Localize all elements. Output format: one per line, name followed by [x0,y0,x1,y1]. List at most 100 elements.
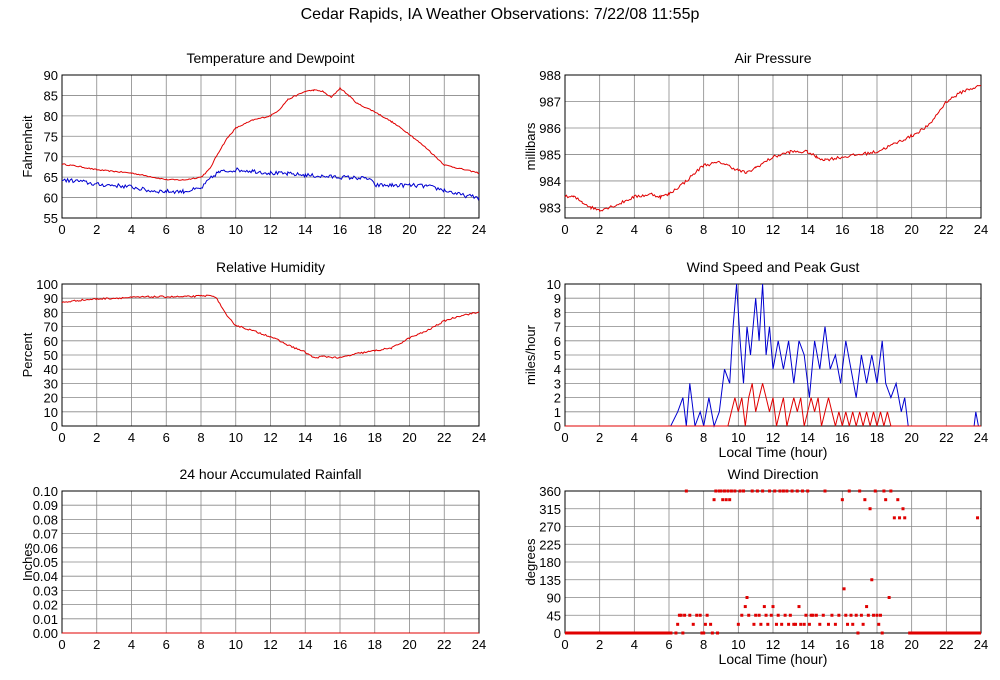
scatter-point [799,622,803,626]
y-tick-label: 70 [44,150,58,165]
scatter-point [884,498,888,502]
scatter-point [755,489,759,493]
x-tick-label: 24 [974,430,988,445]
plot-frame [564,490,982,634]
x-tick-label: 0 [561,637,568,652]
x-tick-label: 14 [298,637,312,652]
y-tick-label: 40 [44,362,58,377]
y-tick-label: 983 [539,200,561,215]
scatter-point [861,622,865,626]
y-tick-label: 0.09 [33,498,58,513]
x-tick-label: 16 [333,222,347,237]
x-tick-label: 14 [800,222,814,237]
y-tick-label: 0.07 [33,527,58,542]
scatter-point [849,613,853,617]
scatter-point [674,631,678,635]
y-tick-label: 4 [554,362,561,377]
scatter-point [804,613,808,617]
y-tick-label: 70 [44,320,58,335]
x-tick-label: 10 [731,637,745,652]
scatter-point [721,498,725,502]
x-tick-label: 4 [128,637,135,652]
y-tick-label: 984 [539,174,561,189]
x-axis-label: Local Time (hour) [719,444,828,460]
x-tick-label: 14 [800,637,814,652]
x-tick-label: 8 [700,637,707,652]
x-tick-label: 12 [263,222,277,237]
chart-rain: 0 2 4 6 8 10 12 14 16 18 20 22 240.000.010.020.030.0… [20,466,486,652]
scatter-point [870,578,874,582]
x-tick-label: 2 [93,222,100,237]
y-tick-label: 985 [539,147,561,162]
x-tick-label: 24 [974,222,988,237]
scatter-point [878,613,882,617]
scatter-point [712,498,716,502]
x-tick-label: 18 [870,430,884,445]
x-tick-label: 22 [939,637,953,652]
scatter-point [787,622,791,626]
scatter-point [858,489,862,493]
x-tick-label: 2 [596,222,603,237]
x-tick-label: 2 [93,637,100,652]
scatter-point [802,622,806,626]
y-tick-label: 20 [44,391,58,406]
scatter-point [728,498,732,502]
chart-pressure: 0 2 4 6 8 10 12 14 16 18 20 22 24983984985986987988A… [523,50,988,237]
scatter-point [726,489,730,493]
x-tick-label: 22 [939,430,953,445]
series-line-1 [61,167,480,201]
scatter-point [681,631,685,635]
scatter-point [676,622,680,626]
x-tick-label: 10 [229,222,243,237]
scatter-point [833,622,837,626]
scatter-point [903,516,907,520]
scatter-point [724,498,728,502]
scatter-point [877,622,881,626]
x-tick-label: 22 [437,637,451,652]
chart-title: Wind Direction [727,466,818,482]
scatter-point [778,489,782,493]
y-tick-label: 270 [539,520,561,535]
scatter-point [679,613,683,617]
y-tick-label: 0.00 [33,626,58,641]
y-tick-label: 315 [539,502,561,517]
x-tick-label: 6 [163,430,170,445]
x-tick-label: 6 [665,637,672,652]
y-tick-label: 0.03 [33,583,58,598]
y-axis-label: miles/hour [523,324,538,385]
y-tick-label: 10 [547,277,561,292]
chart-temp: 0 2 4 6 8 10 12 14 16 18 20 22 245560657075808590Tem… [20,50,486,237]
scatter-point [677,613,681,617]
x-tick-label: 16 [835,222,849,237]
scatter-point [806,489,810,493]
x-tick-label: 4 [128,430,135,445]
scatter-point [764,613,768,617]
scatter-point [780,622,784,626]
y-tick-label: 0 [554,419,561,434]
x-tick-label: 14 [800,430,814,445]
scatter-point [781,489,785,493]
scatter-point [840,498,844,502]
y-tick-label: 0.01 [33,612,58,627]
y-tick-label: 65 [44,170,58,185]
series-line-0 [61,294,480,359]
y-tick-label: 85 [44,88,58,103]
y-tick-label: 0 [554,626,561,641]
y-tick-label: 987 [539,94,561,109]
chart-title: Air Pressure [734,50,811,66]
scatter-point [717,489,721,493]
x-tick-label: 22 [437,222,451,237]
scatter-point [797,605,801,609]
scatter-point [683,613,687,617]
y-axis-label: Percent [20,332,35,377]
plot-frame [61,283,480,427]
scatter-point [773,489,777,493]
x-tick-label: 0 [58,637,65,652]
x-tick-label: 4 [128,222,135,237]
scatter-point [814,613,818,617]
scatter-point [811,613,815,617]
x-axis-label: Local Time (hour) [719,651,828,667]
x-tick-label: 12 [263,430,277,445]
scatter-point [714,489,718,493]
x-tick-label: 14 [298,430,312,445]
